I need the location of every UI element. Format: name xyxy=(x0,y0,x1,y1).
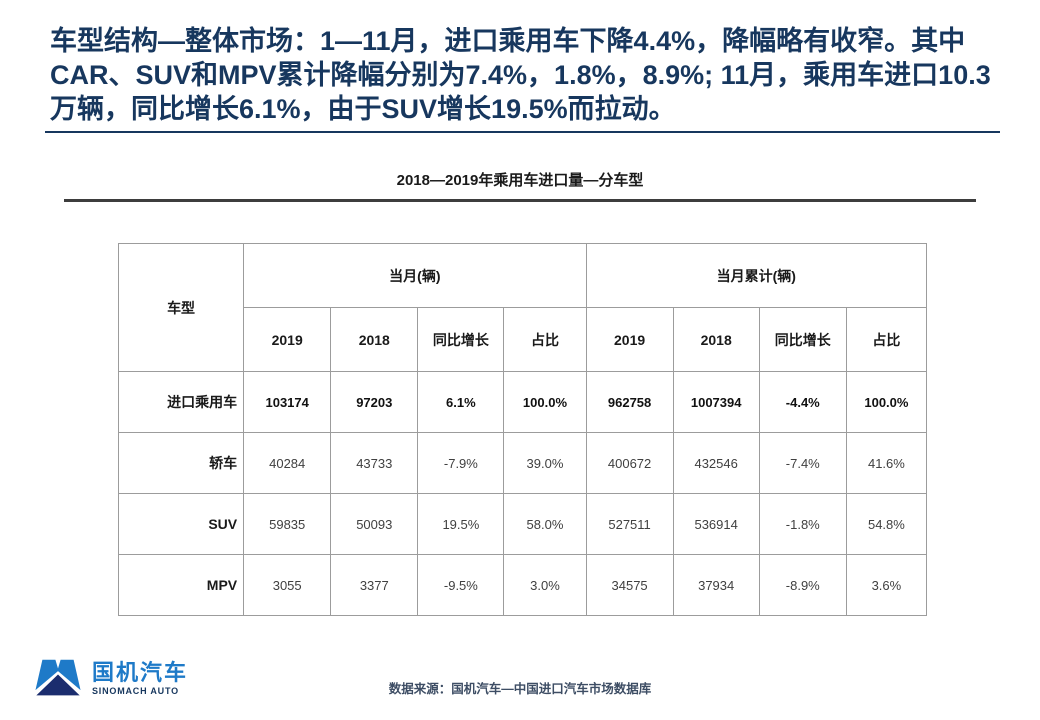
sub-header: 2019 xyxy=(585,307,674,372)
cell: 41.6% xyxy=(845,432,928,494)
sinomach-logo: 国机汽车 SINOMACH AUTO xyxy=(32,655,188,701)
headline-underline xyxy=(45,131,1000,133)
cell: 100.0% xyxy=(845,371,928,433)
sub-header: 占比 xyxy=(503,307,587,372)
row-label: SUV xyxy=(117,493,245,555)
logo-text-block: 国机汽车 SINOMACH AUTO xyxy=(92,659,189,696)
cell: -7.9% xyxy=(417,432,505,494)
cell: 39.0% xyxy=(503,432,587,494)
cell: 40284 xyxy=(243,432,332,494)
sub-header: 2018 xyxy=(672,307,760,372)
sub-header: 2019 xyxy=(243,307,332,372)
cell: 58.0% xyxy=(503,493,587,555)
table-title: 2018—2019年乘用车进口量—分车型 xyxy=(396,172,644,189)
cell: -4.4% xyxy=(758,371,847,433)
corner-header-vehicle-type: 车型 xyxy=(117,243,245,372)
cell: 3.6% xyxy=(845,554,928,616)
cell: 19.5% xyxy=(417,493,505,555)
cell: 97203 xyxy=(330,371,419,433)
data-source-note: 数据来源：国机汽车—中国进口汽车市场数据库 xyxy=(388,682,652,696)
group-header-current-month: 当月(辆) xyxy=(243,243,587,308)
cell: 527511 xyxy=(585,493,674,555)
cell: 54.8% xyxy=(845,493,928,555)
row-label: 进口乘用车 xyxy=(117,371,245,433)
row-label: MPV xyxy=(117,554,245,616)
table-row-total: 进口乘用车 103174 97203 6.1% 100.0% 962758 10… xyxy=(117,371,928,433)
cell: -1.8% xyxy=(758,493,847,555)
sub-header: 同比增长 xyxy=(417,307,505,372)
cell: 1007394 xyxy=(672,371,760,433)
cell: -8.9% xyxy=(758,554,847,616)
cell: 536914 xyxy=(672,493,760,555)
cell: -9.5% xyxy=(417,554,505,616)
vehicle-imports-table: 车型 当月(辆) 当月累计(辆) 2019 2018 同比增长 占比 2019 … xyxy=(117,243,928,616)
sub-header: 占比 xyxy=(845,307,928,372)
cell: 43733 xyxy=(330,432,419,494)
table-row-car: 轿车 40284 43733 -7.9% 39.0% 400672 432546… xyxy=(117,432,928,494)
slide-headline: 车型结构—整体市场：1—11月，进口乘用车下降4.4%，降幅略有收窄。其中CAR… xyxy=(50,26,991,124)
cell: 962758 xyxy=(585,371,674,433)
sub-header: 2018 xyxy=(330,307,419,372)
cell: 3055 xyxy=(243,554,332,616)
cell: 432546 xyxy=(672,432,760,494)
cell: 34575 xyxy=(585,554,674,616)
cell: 37934 xyxy=(672,554,760,616)
logo-name-cn: 国机汽车 xyxy=(92,659,189,685)
cell: -7.4% xyxy=(758,432,847,494)
cell: 3377 xyxy=(330,554,419,616)
logo-name-en: SINOMACH AUTO xyxy=(92,685,179,696)
table-row-mpv: MPV 3055 3377 -9.5% 3.0% 34575 37934 -8.… xyxy=(117,554,928,616)
sub-header: 同比增长 xyxy=(758,307,847,372)
sinomach-mountain-icon xyxy=(35,659,81,696)
table-row-suv: SUV 59835 50093 19.5% 58.0% 527511 53691… xyxy=(117,493,928,555)
cell: 100.0% xyxy=(503,371,587,433)
cell: 59835 xyxy=(243,493,332,555)
row-label: 轿车 xyxy=(117,432,245,494)
cell: 50093 xyxy=(330,493,419,555)
group-header-cumulative: 当月累计(辆) xyxy=(585,243,928,308)
cell: 103174 xyxy=(243,371,332,433)
cell: 6.1% xyxy=(417,371,505,433)
cell: 3.0% xyxy=(503,554,587,616)
cell: 400672 xyxy=(585,432,674,494)
table-title-underline xyxy=(64,199,976,202)
